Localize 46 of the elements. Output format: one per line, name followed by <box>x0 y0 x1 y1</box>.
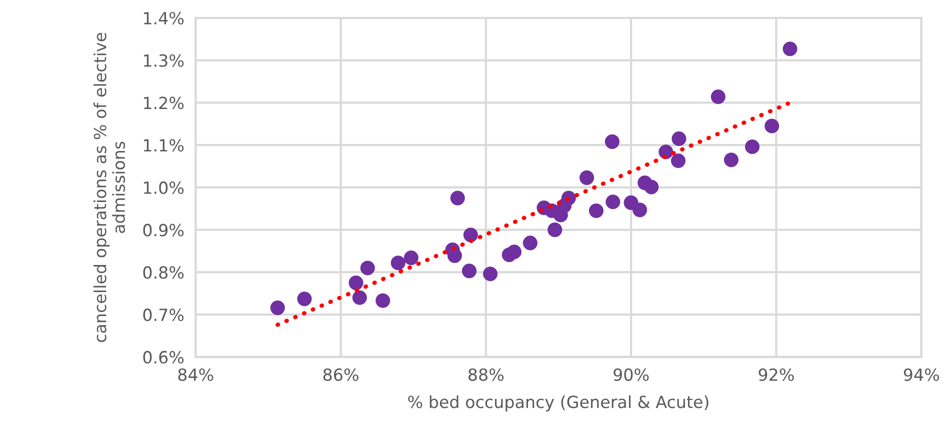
x-tick-label: 88% <box>468 368 504 381</box>
point <box>376 293 390 308</box>
point <box>724 152 739 168</box>
y-tick-label: 1.4% <box>144 12 184 25</box>
point <box>604 134 620 149</box>
point <box>606 194 620 210</box>
point <box>764 118 780 134</box>
point <box>450 190 465 206</box>
point <box>580 170 594 185</box>
y-axis-title: cancelled operations as % of elective admissions <box>93 32 126 342</box>
point <box>548 222 562 238</box>
point <box>447 248 462 263</box>
y-tick-label: 1.2% <box>144 96 184 110</box>
point <box>506 244 522 260</box>
point <box>482 266 498 282</box>
point <box>644 180 659 194</box>
point <box>297 292 312 306</box>
point <box>352 290 367 305</box>
point <box>462 264 477 278</box>
x-tick-label: 86% <box>323 368 358 381</box>
point <box>390 256 406 270</box>
point <box>588 203 604 218</box>
x-tick-label: 92% <box>758 368 794 381</box>
point <box>348 276 364 290</box>
y-tick-label: 0.8% <box>143 266 184 279</box>
y-tick-label: 1.1% <box>144 139 184 152</box>
point <box>670 153 686 168</box>
point <box>522 236 538 250</box>
y-tick-label: 0.9% <box>143 224 184 236</box>
point <box>782 42 798 56</box>
y-tick-label: 1.0% <box>144 181 184 194</box>
x-tick-label: 90% <box>614 368 649 381</box>
point <box>404 250 418 266</box>
x-tick-label: 94% <box>904 368 939 381</box>
point <box>744 139 760 154</box>
point <box>672 131 686 146</box>
x-tick-label: 84% <box>178 368 214 381</box>
point <box>463 228 478 242</box>
point <box>360 260 375 276</box>
y-tick-label: 0.7% <box>143 308 184 322</box>
x-axis-title: % bed occupancy (General & Acute) <box>408 395 708 412</box>
y-tick-label: 0.6% <box>143 350 184 364</box>
point <box>270 300 285 316</box>
point <box>710 89 726 104</box>
y-tick-label: 1.3% <box>144 54 184 67</box>
point <box>632 202 648 218</box>
